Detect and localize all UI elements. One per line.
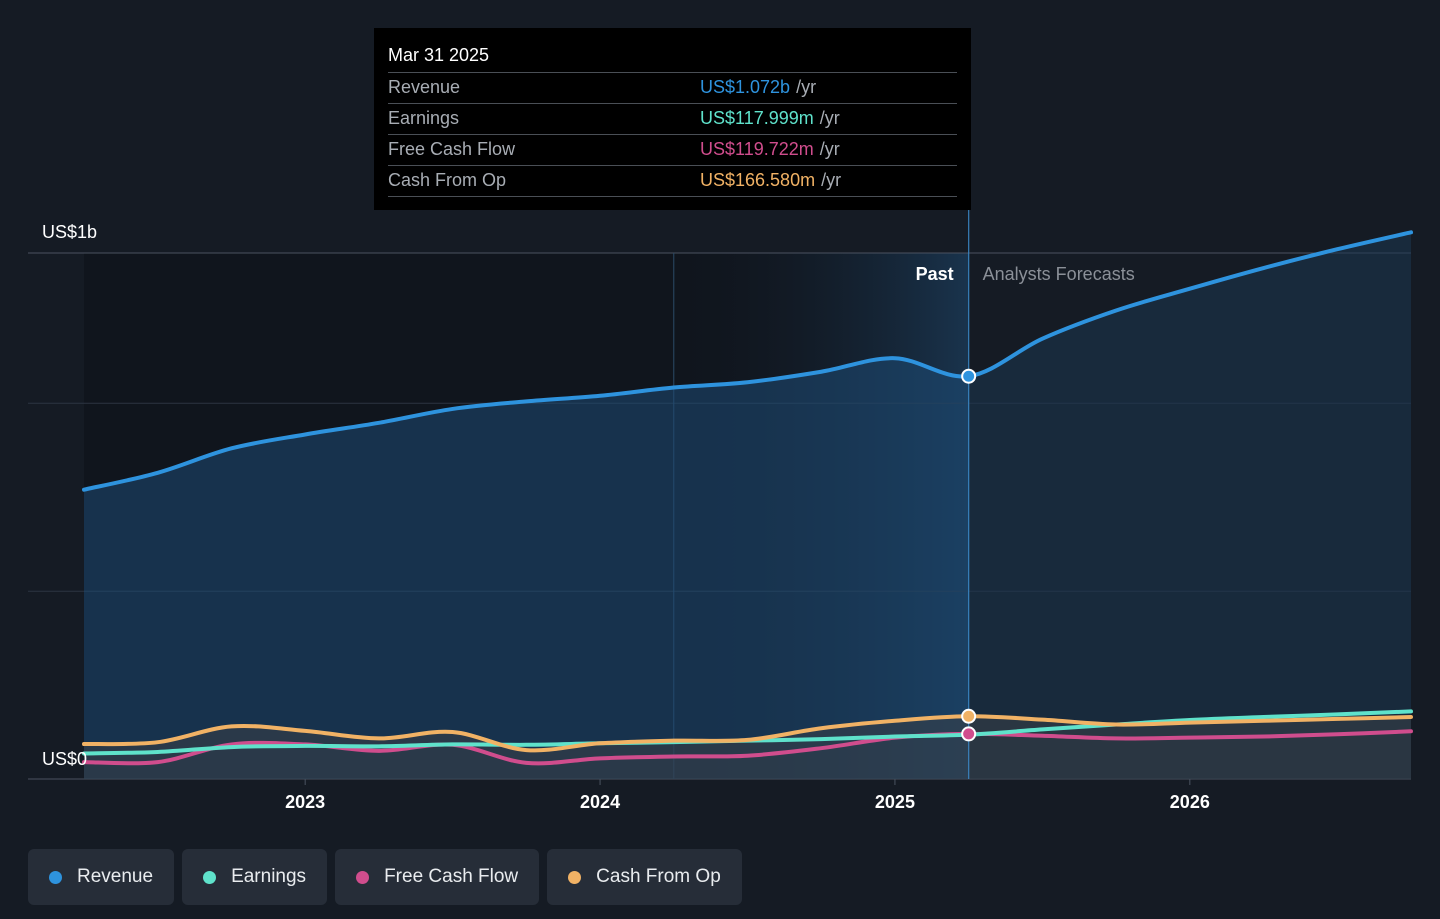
tooltip-label: Earnings [388,108,460,128]
revenue-area [84,358,969,779]
forecast-label: Analysts Forecasts [983,264,1135,284]
x-tick-label: 2023 [285,792,325,812]
x-tick-label: 2025 [875,792,915,812]
legend-item-cash-from-op[interactable]: Cash From Op [547,849,742,905]
tooltip-value: US$119.722m [700,139,814,159]
free-cash-flow-dot-icon [356,870,370,884]
tooltip-unit: /yr [819,139,840,159]
legend-label: Cash From Op [596,866,721,887]
earnings-dot-icon [203,870,217,884]
revenue-line [82,230,1413,492]
revenue-marker [961,368,977,384]
tooltip-value: US$166.580m [700,170,816,190]
y-axis-top-label: US$1b [42,222,97,242]
x-tick-label: 2024 [580,792,620,812]
legend-label: Revenue [77,866,154,887]
tooltip-unit: /yr [796,77,817,97]
tooltip-unit: /yr [819,108,840,128]
tooltip-value: US$1.072b [700,77,791,97]
revenue-forecast-area [968,232,1411,779]
revenue-dot-icon [49,870,62,884]
tooltip-label: Revenue [388,77,461,97]
y-axis-bottom-label: US$0 [42,749,87,769]
past-label: Past [916,264,954,284]
cash-area [84,716,1411,779]
tooltip-label: Free Cash Flow [388,139,516,159]
tooltip-row-earnings: Earnings US$117.999m /yr [388,104,957,135]
free-cash-flow-marker [961,726,977,742]
legend-item-earnings[interactable]: Earnings [182,849,328,905]
tooltip-row-revenue: Revenue US$1.072b /yr [388,73,957,104]
tooltip: Mar 31 2025 Revenue US$1.072b /yr Earnin… [374,28,971,210]
legend: Revenue Earnings Free Cash Flow Cash Fro… [28,849,742,905]
cash-from-op-dot-icon [568,870,582,884]
tooltip-row-free-cash-flow: Free Cash Flow US$119.722m /yr [388,135,957,166]
tooltip-row-cash-from-op: Cash From Op US$166.580m /yr [388,166,957,197]
tooltip-value: US$117.999m [700,108,814,128]
legend-label: Free Cash Flow [384,866,519,887]
tooltip-date: Mar 31 2025 [388,42,957,73]
tooltip-unit: /yr [821,170,842,190]
tooltip-label: Cash From Op [388,170,507,190]
legend-item-free-cash-flow[interactable]: Free Cash Flow [335,849,540,905]
x-tick-label: 2026 [1170,792,1210,812]
legend-label: Earnings [231,866,307,887]
cash-from-op-marker [961,708,977,724]
legend-item-revenue[interactable]: Revenue [28,849,175,905]
